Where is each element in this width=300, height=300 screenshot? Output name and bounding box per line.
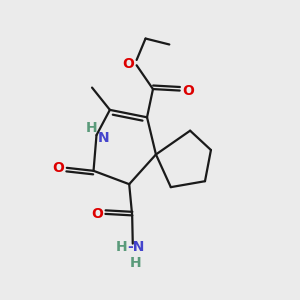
Text: H: H	[116, 240, 127, 254]
Text: H: H	[130, 256, 142, 270]
Text: -N: -N	[128, 240, 145, 254]
Text: N: N	[98, 131, 110, 145]
Text: H: H	[86, 121, 98, 135]
Text: O: O	[122, 57, 134, 71]
Text: O: O	[182, 84, 194, 98]
Text: O: O	[52, 161, 64, 175]
Text: O: O	[91, 207, 103, 221]
